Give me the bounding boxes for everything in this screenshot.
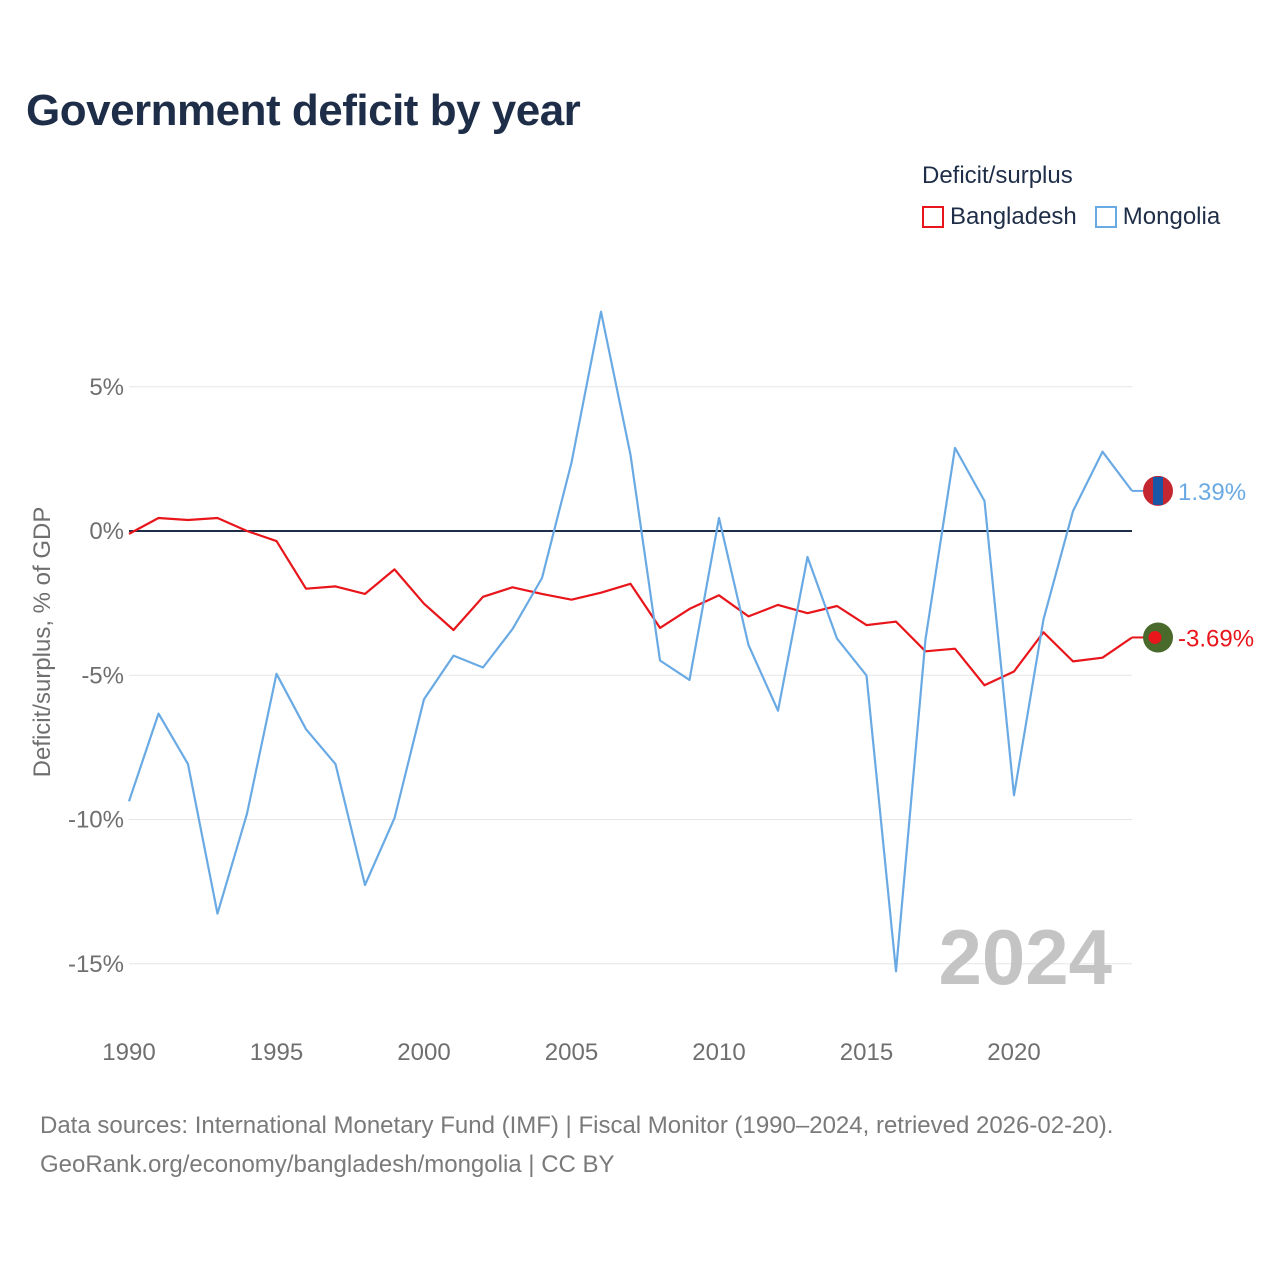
y-tick-label: -15% (68, 951, 124, 978)
y-tick-label: 0% (89, 518, 124, 545)
x-tick-label: 1995 (250, 1039, 303, 1066)
series-end-markers: -3.69% 1.39% (1132, 475, 1254, 653)
series-lines (127, 310, 1133, 973)
end-value-label-bangladesh: -3.69% (1178, 625, 1254, 652)
series-line-bangladesh (128, 516, 1133, 687)
data-source-note: Data sources: International Monetary Fun… (40, 1112, 1114, 1139)
footer: Data sources: International Monetary Fun… (40, 1106, 1113, 1184)
legend-label-mongolia: Mongolia (1122, 203, 1221, 230)
y-axis-label: Deficit/surplus, % of GDP (29, 507, 56, 778)
legend-label-bangladesh: Bangladesh (950, 203, 1077, 230)
y-tick-label: 5% (89, 374, 124, 401)
x-tick-label: 2020 (987, 1039, 1040, 1066)
x-tick-label: 2010 (692, 1039, 745, 1066)
y-tick-label: -10% (68, 807, 124, 834)
x-tick-label: 2005 (545, 1039, 598, 1066)
legend: Bangladesh Mongolia (922, 203, 1220, 231)
y-tick-label: -5% (81, 662, 124, 689)
year-watermark: 2024 (938, 913, 1112, 1001)
flag-band-mongolia (1153, 476, 1163, 505)
end-value-label-mongolia: 1.39% (1178, 479, 1246, 506)
flag-disc-bangladesh (1148, 630, 1162, 644)
legend-title: Deficit/surplus (922, 162, 1073, 189)
attribution-link[interactable]: GeoRank.org/economy/bangladesh/mongolia … (40, 1151, 615, 1178)
series-line-mongolia (127, 310, 1133, 973)
x-tick-label: 1990 (102, 1039, 155, 1066)
legend-swatch-mongolia (1094, 206, 1117, 228)
legend-item-bangladesh[interactable]: Bangladesh (922, 203, 1077, 231)
x-tick-label: 2000 (397, 1039, 450, 1066)
page-title: Government deficit by year (26, 86, 581, 135)
x-tick-label: 2015 (840, 1039, 893, 1066)
x-axis-ticks: 1990 1995 2000 2005 2010 2015 2020 (102, 1039, 1040, 1066)
gridlines (129, 386, 1132, 965)
y-axis-ticks: 5% 0% -5% -10% -15% (68, 374, 124, 978)
legend-item-mongolia[interactable]: Mongolia (1094, 203, 1221, 231)
legend-swatch-bangladesh (922, 206, 944, 228)
